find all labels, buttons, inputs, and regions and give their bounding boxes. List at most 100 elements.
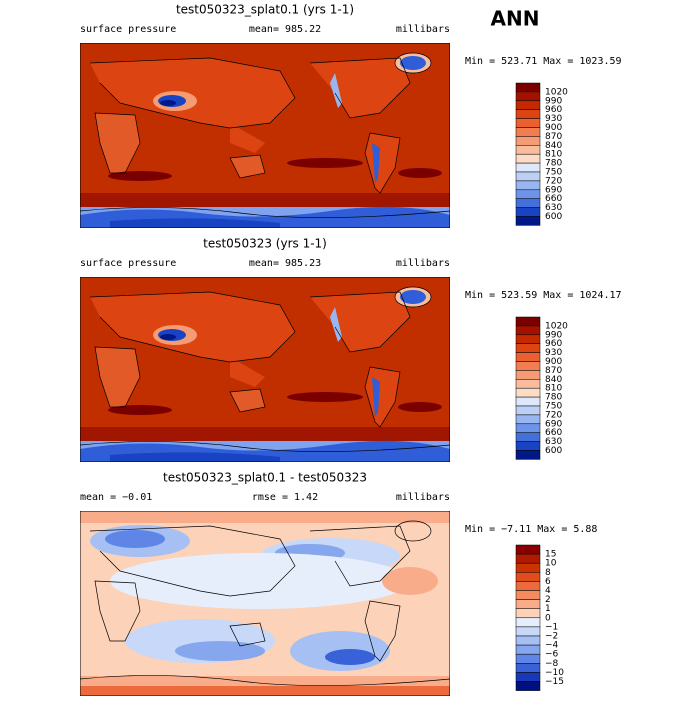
colorbar-box xyxy=(515,599,541,609)
colorbar-label: 900 xyxy=(545,123,562,133)
colorbar-box xyxy=(515,91,541,102)
colorbar-box xyxy=(515,590,541,600)
colorbar-box xyxy=(515,171,541,182)
colorbar-box xyxy=(515,100,541,110)
colorbar-label: 660 xyxy=(545,194,562,204)
colorbar-box xyxy=(515,361,541,371)
colorbar-box xyxy=(515,316,541,327)
colorbar-box xyxy=(515,387,541,398)
panel-right-label: millibars xyxy=(396,24,450,35)
panel-stats: Min = −7.11 Max = 5.88 xyxy=(465,524,597,535)
colorbar-label: −10 xyxy=(545,668,564,678)
colorbar-box xyxy=(515,198,541,208)
colorbar-label: 1020 xyxy=(545,321,568,331)
colorbar-box xyxy=(515,352,541,362)
colorbar-box xyxy=(515,653,541,664)
colorbar-box xyxy=(515,145,541,155)
panel-center-label: mean= 985.23 xyxy=(249,258,321,269)
season-label: ANN xyxy=(491,7,540,31)
colorbar-box xyxy=(515,207,541,217)
colorbar-box xyxy=(515,405,541,416)
colorbar-label: 15 xyxy=(545,550,556,560)
colorbar-box xyxy=(515,127,541,137)
colorbar-box xyxy=(515,379,541,389)
colorbar-label: 750 xyxy=(545,402,562,412)
map xyxy=(80,43,450,228)
colorbar-box xyxy=(515,581,541,591)
colorbar-label: 900 xyxy=(545,357,562,367)
colorbar-label: 810 xyxy=(545,150,562,160)
panel-center-label: rmse = 1.42 xyxy=(252,492,318,503)
map xyxy=(80,511,450,696)
colorbar-box xyxy=(515,562,541,573)
colorbar-box xyxy=(515,553,541,564)
colorbar-label: 630 xyxy=(545,203,562,213)
colorbar-label: 750 xyxy=(545,168,562,178)
colorbar-box xyxy=(515,644,541,655)
colorbar-label: 840 xyxy=(545,141,562,151)
colorbar-label: 630 xyxy=(545,437,562,447)
colorbar-label: −6 xyxy=(545,650,559,660)
colorbar-box xyxy=(515,325,541,336)
colorbar-label: −2 xyxy=(545,632,558,642)
colorbar-box xyxy=(515,672,541,682)
colorbar-label: 8 xyxy=(545,568,551,578)
colorbar-box xyxy=(515,343,541,353)
colorbar-box xyxy=(515,681,541,691)
colorbar-label: 1020 xyxy=(545,87,568,97)
colorbar-label: −4 xyxy=(545,641,559,651)
colorbar-label: 10 xyxy=(545,559,557,569)
panel-title: test050323_splat0.1 (yrs 1-1) xyxy=(176,3,354,17)
colorbar-label: 930 xyxy=(545,348,562,358)
colorbar-box xyxy=(515,617,541,628)
colorbar-label: 720 xyxy=(545,176,562,186)
colorbar-box xyxy=(515,118,541,128)
colorbar-label: 870 xyxy=(545,366,562,376)
colorbar-box xyxy=(515,189,541,199)
colorbar-label: 600 xyxy=(545,212,562,222)
colorbar-label: 960 xyxy=(545,105,562,115)
colorbar-label: 720 xyxy=(545,410,562,420)
colorbar-label: 2 xyxy=(545,595,551,605)
map xyxy=(80,277,450,462)
colorbar-label: 990 xyxy=(545,330,562,340)
colorbar-label: 600 xyxy=(545,446,562,456)
colorbar-label: 660 xyxy=(545,428,562,438)
colorbar-label: 840 xyxy=(545,375,562,385)
panel-left-label: surface pressure xyxy=(80,24,176,35)
map-field xyxy=(80,277,450,462)
colorbar-label: −1 xyxy=(545,622,558,632)
colorbar-box xyxy=(515,109,541,119)
colorbar-label: 1 xyxy=(545,604,551,614)
colorbar-box xyxy=(515,450,541,460)
panel-left-label: mean = −0.01 xyxy=(80,492,152,503)
colorbar-box xyxy=(515,441,541,451)
colorbar-box xyxy=(515,626,541,637)
colorbar-box xyxy=(515,635,541,646)
colorbar-box xyxy=(515,162,541,173)
colorbar-box xyxy=(515,432,541,442)
panel-right-label: millibars xyxy=(396,258,450,269)
colorbar-box xyxy=(515,572,541,582)
colorbar-box xyxy=(515,370,541,380)
colorbar-label: 810 xyxy=(545,384,562,394)
colorbar-label: 960 xyxy=(545,339,562,349)
colorbar-label: 0 xyxy=(545,613,551,623)
colorbar-box xyxy=(515,414,541,425)
colorbar-box xyxy=(515,608,541,619)
colorbar-label: 690 xyxy=(545,185,562,195)
colorbar-box xyxy=(515,334,541,344)
colorbar-label: 930 xyxy=(545,114,562,124)
colorbar-label: 6 xyxy=(545,577,551,587)
panel-title: test050323 (yrs 1-1) xyxy=(203,237,327,251)
colorbar-label: 870 xyxy=(545,132,562,142)
panel-right-label: millibars xyxy=(396,492,450,503)
colorbar-box xyxy=(515,82,541,93)
colorbar-box xyxy=(515,180,541,191)
panel-stats: Min = 523.71 Max = 1023.59 xyxy=(465,56,622,67)
colorbar-label: 690 xyxy=(545,419,562,429)
colorbar-box xyxy=(515,136,541,146)
colorbar-label: 780 xyxy=(545,393,562,403)
colorbar-box xyxy=(515,423,541,433)
